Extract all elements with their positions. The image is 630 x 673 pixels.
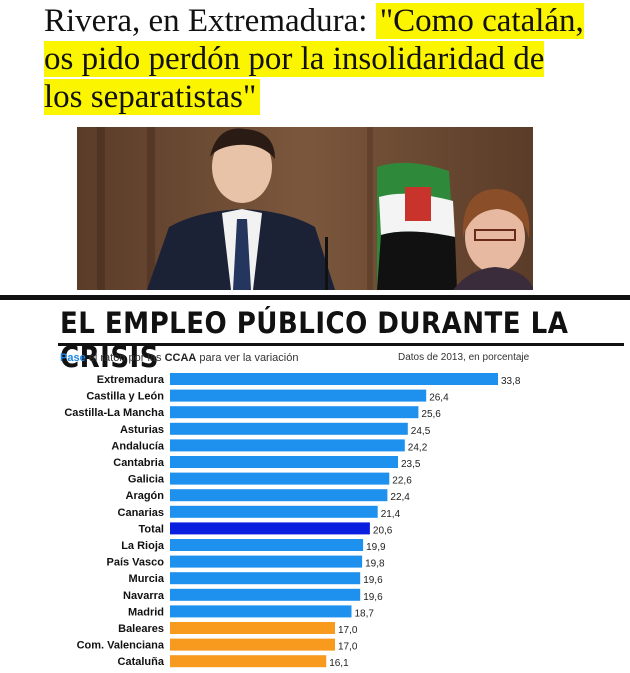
value-label: 19,9 <box>366 542 386 553</box>
category-label: Madrid <box>128 606 164 618</box>
category-label: Baleares <box>118 623 164 635</box>
bar[interactable] <box>170 439 405 452</box>
value-label: 23,5 <box>401 459 421 470</box>
bar[interactable] <box>170 638 335 651</box>
value-label: 24,2 <box>408 442 428 453</box>
bar[interactable] <box>170 555 363 568</box>
value-label: 17,0 <box>338 625 358 636</box>
value-label: 26,4 <box>429 393 449 404</box>
bar[interactable] <box>170 389 427 402</box>
category-label: Castilla y León <box>86 391 164 403</box>
bar[interactable] <box>170 572 361 585</box>
category-label: Cataluña <box>118 656 165 668</box>
value-label: 18,7 <box>355 608 375 619</box>
value-label: 19,6 <box>363 592 383 603</box>
hover-hint: Pase el ratón por las CCAA para ver la v… <box>60 352 298 364</box>
hint-middle: el ratón por las <box>85 352 165 364</box>
category-label: Canarias <box>118 507 164 519</box>
category-label: Murcia <box>129 573 165 585</box>
category-label: Navarra <box>123 590 165 602</box>
bar[interactable] <box>170 406 419 419</box>
value-label: 19,8 <box>365 559 385 570</box>
bar[interactable] <box>170 605 352 618</box>
category-label: Aragón <box>126 490 165 502</box>
bar[interactable] <box>170 373 498 385</box>
value-label: 20,6 <box>373 525 393 536</box>
title-rule <box>58 343 624 346</box>
category-label: País Vasco <box>107 557 165 569</box>
value-label: 19,6 <box>363 575 383 586</box>
bar[interactable] <box>170 456 398 468</box>
headline: Rivera, en Extremadura: "Como catalán, o… <box>44 2 589 116</box>
category-label: Andalucía <box>111 440 164 452</box>
bar[interactable] <box>170 655 327 668</box>
value-label: 21,4 <box>381 509 401 520</box>
news-photo <box>77 127 533 290</box>
bar[interactable] <box>170 505 378 518</box>
hint-pase: Pase <box>60 352 86 364</box>
data-note: Datos de 2013, en porcentaje <box>398 352 530 363</box>
category-label: Com. Valenciana <box>77 640 165 652</box>
category-label: Total <box>139 523 164 535</box>
hint-ccaa: CCAA <box>164 352 197 364</box>
category-label: La Rioja <box>121 540 165 552</box>
value-label: 33,8 <box>501 376 521 387</box>
category-label: Cantabria <box>113 457 165 469</box>
category-label: Galicia <box>128 474 165 486</box>
bar[interactable] <box>170 422 408 435</box>
bar[interactable] <box>170 522 370 535</box>
value-label: 16,1 <box>329 658 349 669</box>
section-divider <box>0 295 630 300</box>
value-label: 22,6 <box>392 476 412 487</box>
bar[interactable] <box>170 539 364 551</box>
bar[interactable] <box>170 622 335 634</box>
category-label: Castilla-La Mancha <box>64 407 165 419</box>
category-label: Extremadura <box>97 374 165 386</box>
value-label: 17,0 <box>338 642 358 653</box>
headline-lead: Rivera, en Extremadura: <box>44 3 376 39</box>
bar[interactable] <box>170 472 390 485</box>
value-label: 25,6 <box>421 409 441 420</box>
value-label: 24,5 <box>411 426 431 437</box>
bar[interactable] <box>170 489 388 502</box>
bar[interactable] <box>170 588 361 601</box>
value-label: 22,4 <box>390 492 410 503</box>
hint-rest: para ver la variación <box>196 352 299 364</box>
category-label: Asturias <box>120 424 164 436</box>
